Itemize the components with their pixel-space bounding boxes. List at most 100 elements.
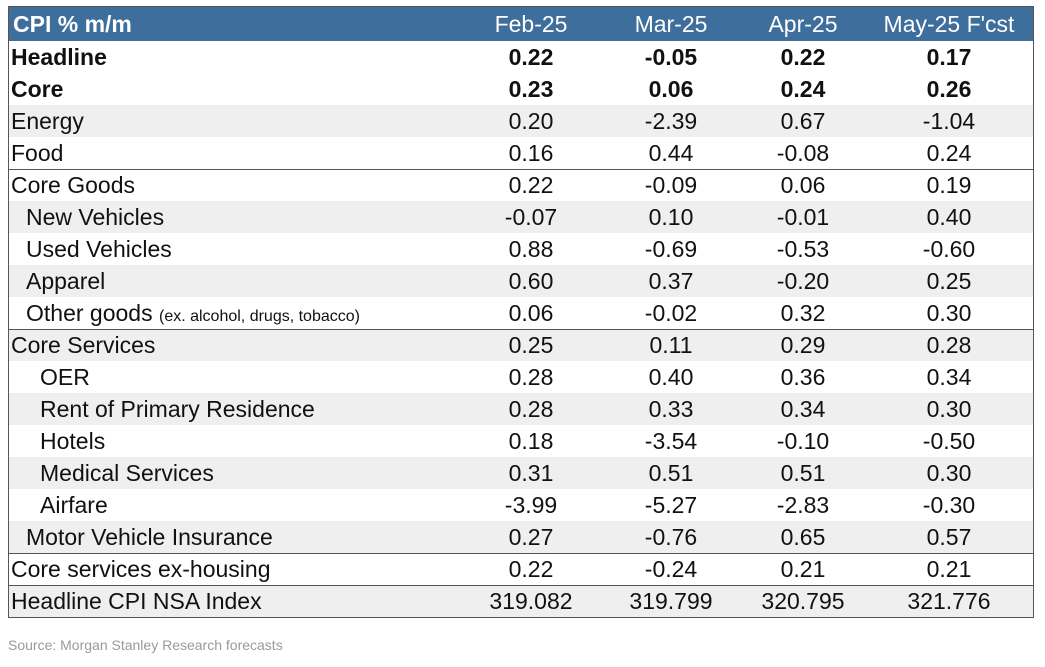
table-row-used-vehicles: Used Vehicles 0.88 -0.69 -0.53 -0.60 bbox=[9, 233, 1033, 265]
cell-value: 0.67 bbox=[780, 107, 826, 134]
cell-value: 0.19 bbox=[926, 172, 972, 198]
cell-value: 0.11 bbox=[649, 332, 693, 358]
cell-value: -0.07 bbox=[504, 203, 558, 230]
cell-value: 0.06 bbox=[508, 299, 554, 326]
cell-value: 0.28 bbox=[926, 332, 972, 358]
cell-value: 0.40 bbox=[926, 203, 972, 230]
cell-value: 0.36 bbox=[780, 363, 826, 390]
cell-value: -5.27 bbox=[644, 491, 698, 518]
cell-value: -0.69 bbox=[644, 235, 698, 262]
cell-value: 0.29 bbox=[780, 332, 826, 358]
cell-value: -0.30 bbox=[922, 491, 976, 518]
cell-value: 0.24 bbox=[926, 139, 972, 166]
cell-value: 0.28 bbox=[508, 363, 554, 390]
cell-value: -0.01 bbox=[776, 203, 830, 230]
cell-value: -2.39 bbox=[644, 107, 698, 134]
row-label: Other goods bbox=[26, 299, 153, 326]
cell-value: 0.22 bbox=[780, 43, 826, 70]
table-row-headline: Headline 0.22 -0.05 0.22 0.17 bbox=[9, 41, 1033, 73]
table-row-core-services: Core Services 0.25 0.11 0.29 0.28 bbox=[9, 329, 1033, 361]
column-header-feb: Feb-25 bbox=[494, 10, 568, 37]
cell-value: 0.25 bbox=[926, 267, 972, 294]
cell-value: 0.26 bbox=[926, 75, 972, 102]
cell-value: 321.776 bbox=[907, 588, 991, 614]
row-label: Hotels bbox=[40, 427, 106, 454]
cell-value: -0.09 bbox=[644, 172, 698, 198]
column-header-may-forecast: May-25 F'cst bbox=[883, 10, 1015, 37]
cell-value: -0.20 bbox=[776, 267, 830, 294]
cell-value: 319.799 bbox=[629, 588, 713, 614]
row-label: Airfare bbox=[40, 491, 108, 518]
row-label: Used Vehicles bbox=[26, 235, 172, 262]
cell-value: 0.31 bbox=[508, 459, 554, 486]
row-label: Headline bbox=[11, 43, 107, 70]
row-label: Headline CPI NSA Index bbox=[11, 588, 262, 614]
cell-value: 0.65 bbox=[780, 523, 826, 550]
table-header-row: CPI % m/m Feb-25 Mar-25 Apr-25 May-25 F'… bbox=[9, 7, 1033, 41]
cell-value: 0.32 bbox=[780, 299, 826, 326]
cell-value: 0.16 bbox=[508, 139, 554, 166]
column-header-apr: Apr-25 bbox=[768, 10, 838, 37]
cell-value: -0.05 bbox=[644, 43, 698, 70]
cell-value: -0.24 bbox=[644, 556, 698, 582]
cell-value: 0.30 bbox=[926, 395, 972, 422]
cell-value: 0.28 bbox=[508, 395, 554, 422]
cell-value: 0.60 bbox=[508, 267, 554, 294]
row-label: Medical Services bbox=[40, 459, 214, 486]
row-label-other-goods: Other goods (ex. alcohol, drugs, tobacco… bbox=[9, 300, 461, 327]
cell-value: 320.795 bbox=[761, 588, 845, 614]
cell-value: 0.40 bbox=[648, 363, 694, 390]
cell-value: 0.88 bbox=[508, 235, 554, 262]
cell-value: 0.18 bbox=[508, 427, 554, 454]
cell-value: 0.24 bbox=[780, 75, 826, 102]
table-row-energy: Energy 0.20 -2.39 0.67 -1.04 bbox=[9, 105, 1033, 137]
table-row-motor-vehicle-insurance: Motor Vehicle Insurance 0.27 -0.76 0.65 … bbox=[9, 521, 1033, 553]
table-row-headline-cpi-nsa-index: Headline CPI NSA Index 319.082 319.799 3… bbox=[9, 585, 1033, 617]
cell-value: 0.30 bbox=[926, 299, 972, 326]
cell-value: -0.10 bbox=[776, 427, 830, 454]
row-label: Apparel bbox=[26, 267, 106, 294]
table-title: CPI % m/m bbox=[13, 10, 132, 37]
row-label: Rent of Primary Residence bbox=[40, 395, 315, 422]
row-label: Motor Vehicle Insurance bbox=[26, 523, 273, 550]
row-label: Core bbox=[11, 75, 64, 102]
row-label: OER bbox=[40, 363, 90, 390]
row-label: Energy bbox=[11, 107, 84, 134]
cell-value: 319.082 bbox=[489, 588, 573, 614]
cell-value: -0.60 bbox=[922, 235, 976, 262]
table-row-medical-services: Medical Services 0.31 0.51 0.51 0.30 bbox=[9, 457, 1033, 489]
table-row-apparel: Apparel 0.60 0.37 -0.20 0.25 bbox=[9, 265, 1033, 297]
column-header-mar: Mar-25 bbox=[634, 10, 708, 37]
table-row-other-goods: Other goods (ex. alcohol, drugs, tobacco… bbox=[9, 297, 1033, 329]
cell-value: 0.44 bbox=[648, 139, 694, 166]
cell-value: -2.83 bbox=[776, 491, 830, 518]
cell-value: -0.02 bbox=[644, 299, 698, 326]
table-row-rent: Rent of Primary Residence 0.28 0.33 0.34… bbox=[9, 393, 1033, 425]
cell-value: 0.30 bbox=[926, 459, 972, 486]
table-row-hotels: Hotels 0.18 -3.54 -0.10 -0.50 bbox=[9, 425, 1033, 457]
cell-value: 0.22 bbox=[508, 556, 554, 582]
table-row-core: Core 0.23 0.06 0.24 0.26 bbox=[9, 73, 1033, 105]
table-row-oer: OER 0.28 0.40 0.36 0.34 bbox=[9, 361, 1033, 393]
table-row-food: Food 0.16 0.44 -0.08 0.24 bbox=[9, 137, 1033, 169]
cell-value: 0.06 bbox=[780, 172, 826, 198]
cell-value: 0.23 bbox=[508, 75, 554, 102]
cell-value: 0.21 bbox=[926, 556, 972, 582]
cell-value: -0.08 bbox=[776, 139, 830, 166]
cell-value: 0.51 bbox=[648, 459, 694, 486]
cell-value: 0.34 bbox=[780, 395, 826, 422]
row-label: New Vehicles bbox=[26, 203, 165, 230]
table-row-airfare: Airfare -3.99 -5.27 -2.83 -0.30 bbox=[9, 489, 1033, 521]
cell-value: 0.17 bbox=[926, 43, 972, 70]
cell-value: 0.51 bbox=[780, 459, 826, 486]
cell-value: -0.53 bbox=[776, 235, 830, 262]
cell-value: 0.22 bbox=[508, 172, 554, 198]
cell-value: 0.33 bbox=[648, 395, 694, 422]
cell-value: -3.99 bbox=[504, 491, 558, 518]
cell-value: -0.76 bbox=[644, 523, 698, 550]
row-label: Food bbox=[11, 139, 64, 166]
row-label: Core services ex-housing bbox=[11, 556, 271, 582]
cell-value: 0.37 bbox=[648, 267, 694, 294]
cell-value: -3.54 bbox=[644, 427, 698, 454]
cell-value: 0.20 bbox=[508, 107, 554, 134]
